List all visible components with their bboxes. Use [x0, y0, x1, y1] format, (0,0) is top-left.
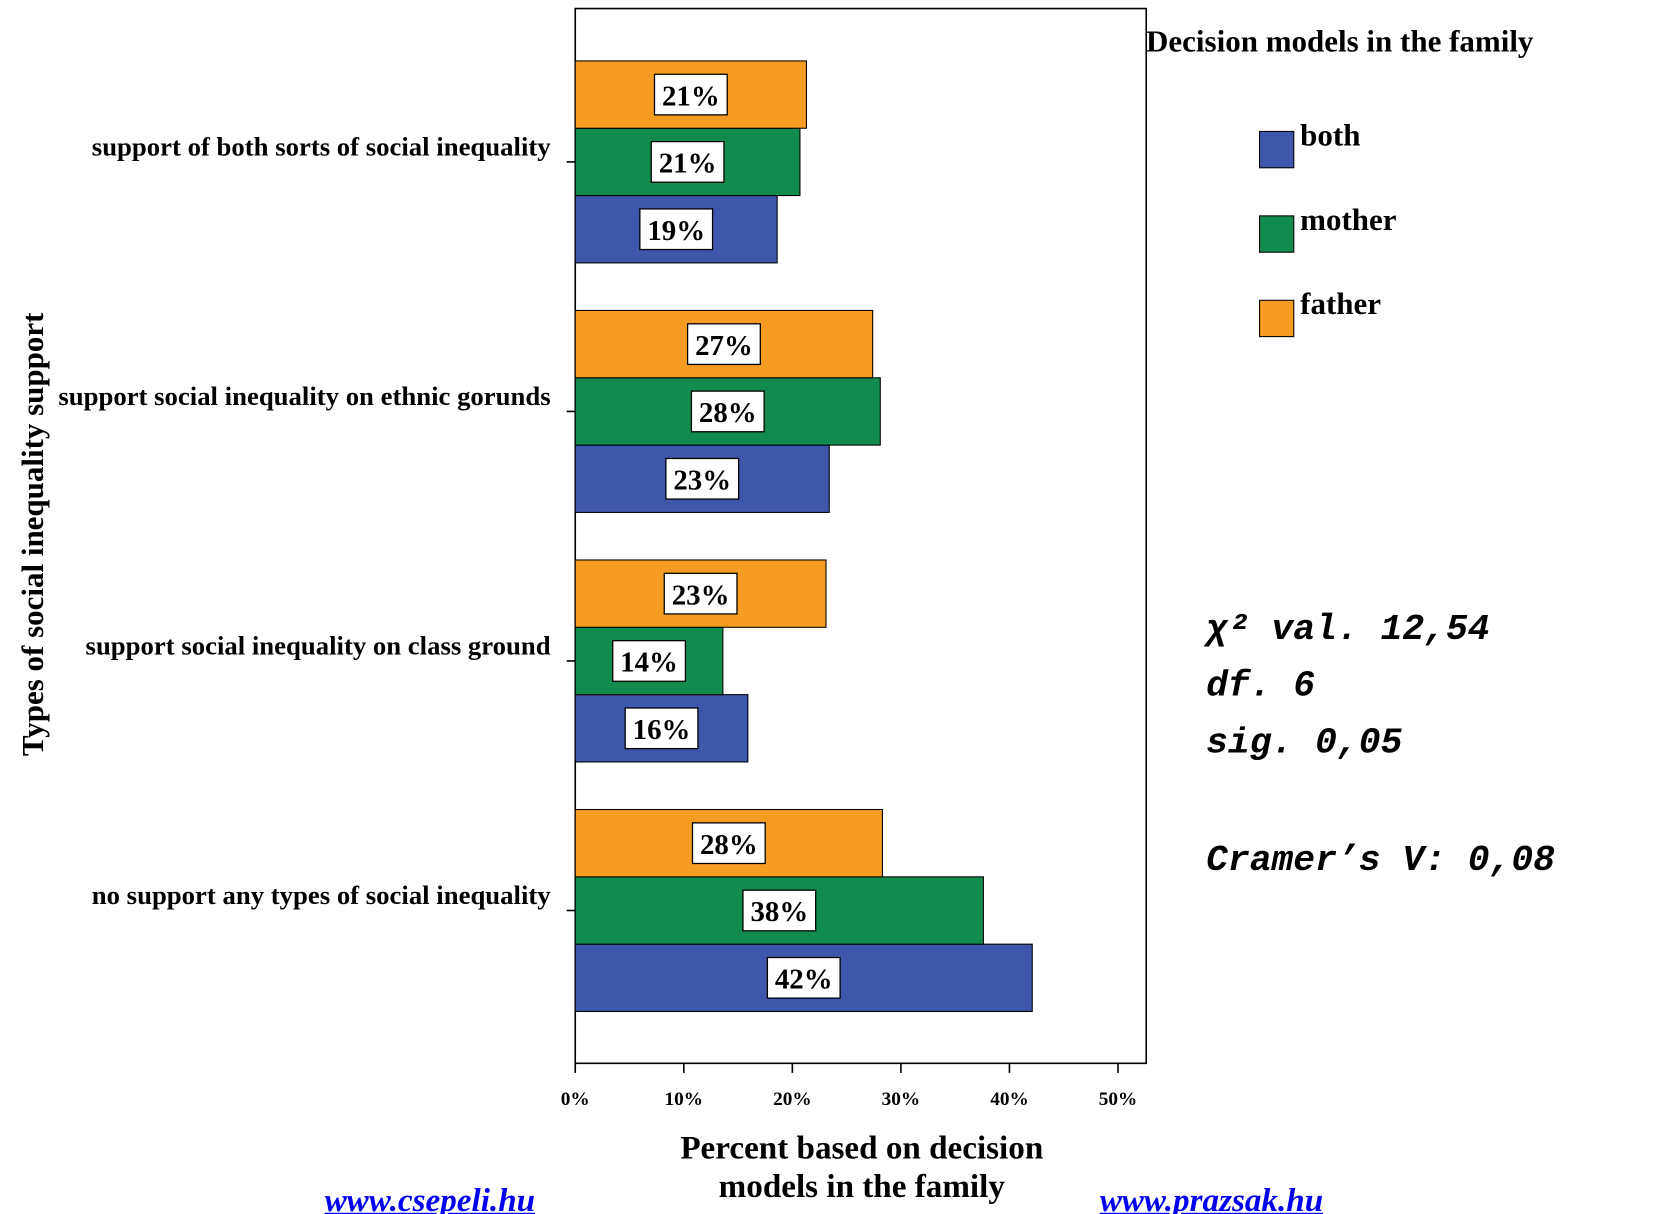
annotation: Cramer’s V: 0,08 — [1206, 840, 1555, 881]
value-label: 16% — [633, 714, 691, 746]
value-label: 21% — [659, 148, 717, 180]
x-tick-label: 30% — [882, 1089, 920, 1110]
value-label: 14% — [620, 647, 678, 679]
value-label-box — [624, 707, 699, 750]
value-label: 42% — [775, 964, 833, 996]
legend-title: Decision models in the family — [1146, 23, 1534, 58]
value-label-box — [691, 822, 766, 865]
value-label-box — [690, 390, 765, 433]
value-label: 28% — [699, 397, 757, 429]
y-tick-label: support of both sorts of social inequali… — [92, 131, 551, 161]
legend-swatch — [1259, 299, 1295, 338]
x-tick-label: 20% — [773, 1089, 811, 1110]
value-label: 23% — [673, 464, 731, 496]
annotation: sig. 0,05 — [1206, 722, 1402, 763]
value-label-box — [650, 140, 725, 183]
plot-frame — [574, 7, 1148, 1065]
x-tick-label: 50% — [1099, 1089, 1137, 1110]
value-label-box — [653, 73, 728, 116]
legend-label: father — [1300, 286, 1381, 321]
value-label-box — [663, 572, 738, 615]
value-label: 21% — [662, 80, 720, 112]
value-label-box — [686, 323, 761, 366]
y-axis-title: Types of social inequality support — [15, 312, 50, 756]
value-label-box — [766, 956, 841, 999]
value-label: 19% — [647, 215, 705, 247]
footer-link[interactable]: www.prazsak.hu — [1100, 1182, 1323, 1214]
legend-label: both — [1300, 117, 1360, 152]
legend-swatch — [1259, 130, 1295, 169]
value-label-box — [665, 457, 740, 500]
x-tick-label: 0% — [561, 1089, 590, 1110]
legend-swatch — [1259, 215, 1295, 253]
value-label-box — [639, 208, 714, 251]
value-label-box — [742, 889, 817, 932]
annotation: df. 6 — [1206, 666, 1315, 707]
value-label: 23% — [672, 579, 730, 611]
value-label: 27% — [695, 330, 753, 362]
value-label: 28% — [700, 829, 758, 861]
x-axis-title: Percent based on decision models in the f… — [680, 1129, 1043, 1204]
annotation: χ² val. 12,54 — [1203, 609, 1489, 650]
y-tick-label: no support any types of social inequalit… — [92, 880, 552, 910]
y-tick-label: support social inequality on class groun… — [86, 631, 551, 661]
x-tick-label: 40% — [990, 1089, 1028, 1110]
legend-label: mother — [1300, 202, 1397, 237]
x-tick-label: 10% — [665, 1089, 703, 1110]
value-label-box — [612, 640, 687, 682]
footer-link[interactable]: www.csepeli.hu — [325, 1182, 535, 1214]
y-tick-label: support social inequality on ethnic goru… — [58, 381, 550, 411]
value-label: 38% — [750, 896, 808, 928]
